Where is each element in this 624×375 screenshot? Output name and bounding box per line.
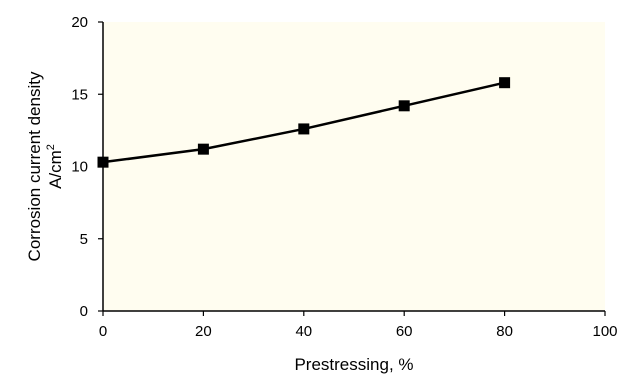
x-tick-label: 80 — [496, 323, 513, 340]
y-axis-title-line1: Corrosion current density — [25, 71, 44, 261]
y-axis-unit-superscript: 2 — [45, 144, 57, 150]
data-point-marker — [499, 77, 511, 89]
y-tick-label: 5 — [80, 231, 88, 248]
x-axis-title: Prestressing, % — [294, 355, 413, 374]
x-tick-label: 0 — [99, 323, 107, 340]
y-tick-label: 15 — [71, 86, 88, 103]
x-tick-label: 100 — [592, 323, 617, 340]
y-axis-title-line2: A/cm2 — [45, 144, 65, 189]
axis-ticks: 0 20 40 60 80 100 0 5 10 15 20 — [71, 14, 617, 340]
x-tick-label: 60 — [396, 323, 413, 340]
data-point-marker — [197, 143, 209, 155]
data-point-marker — [97, 156, 109, 168]
y-tick-label: 20 — [71, 14, 88, 31]
plot-area — [103, 22, 605, 311]
y-tick-label: 10 — [71, 159, 88, 176]
data-point-marker — [398, 100, 410, 112]
x-tick-label: 40 — [295, 323, 312, 340]
y-tick-label: 0 — [80, 303, 88, 320]
data-point-marker — [298, 123, 310, 135]
y-axis-title: Corrosion current density A/cm2 — [25, 71, 65, 261]
y-axis-unit: A/cm — [46, 150, 65, 189]
series-layer — [97, 77, 511, 168]
x-tick-label: 20 — [195, 323, 212, 340]
